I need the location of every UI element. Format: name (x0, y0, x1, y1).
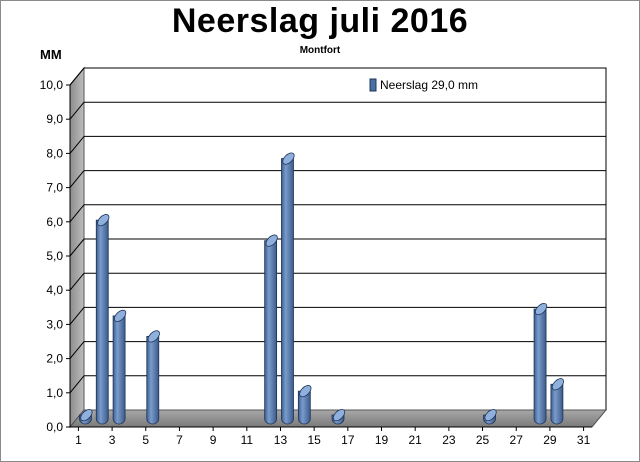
x-tick-label: 5 (142, 433, 149, 447)
x-tick-label: 13 (274, 433, 288, 447)
bar (264, 234, 278, 425)
bar-body (264, 240, 278, 425)
gridline-side (69, 272, 85, 291)
x-tick-labels: 1 3 5 7 9 11 13 15 17 19 21 23 25 27 29 31 (70, 426, 592, 447)
bar-top (282, 152, 295, 165)
y-tick-label: 6,0 (46, 215, 63, 229)
x-tick-label: 17 (341, 433, 355, 447)
x-tick-label: 1 (75, 433, 82, 447)
bar (95, 214, 110, 425)
bar-top (265, 234, 278, 247)
bar-top (534, 302, 548, 316)
bar (550, 378, 565, 425)
gridline-side (69, 375, 85, 394)
legend-swatch (369, 78, 377, 92)
bar (79, 408, 93, 425)
x-tick-label: 7 (176, 433, 183, 447)
legend: Neerslag 29,0 mm (369, 78, 478, 92)
y-tick-label: 10,0 (40, 78, 64, 92)
x-tick-label: 31 (577, 433, 591, 447)
y-tick-label: 7,0 (46, 181, 63, 195)
bars (79, 152, 565, 425)
y-tick-label: 4,0 (46, 283, 63, 297)
y-axis-label: MM (40, 47, 62, 62)
bar-top (147, 330, 160, 343)
x-tick-label: 11 (241, 433, 254, 447)
bar-top (113, 309, 127, 323)
x-tick-label: 29 (543, 433, 557, 447)
x-tick-label: 19 (375, 433, 389, 447)
y-tick-label: 8,0 (46, 146, 63, 160)
y-tick-labels: 0,0 1,0 2,0 3,0 4,0 5,0 6,0 7,0 8,0 9,0 10,0 (40, 78, 71, 434)
gridline-side (69, 136, 85, 154)
y-tick-label: 9,0 (46, 112, 63, 126)
bar (281, 152, 295, 425)
bar-body (95, 219, 109, 425)
gridlines (69, 67, 606, 394)
x-tick-label: 15 (307, 433, 321, 447)
x-tick-label: 25 (476, 433, 490, 447)
x-tick-label: 27 (510, 433, 524, 447)
bar-body (146, 336, 160, 425)
x-tick-label: 23 (442, 433, 456, 447)
y-tick-label: 1,0 (46, 386, 63, 400)
bar-top (332, 408, 346, 422)
gridline-side (69, 204, 85, 223)
bar-top (551, 378, 565, 391)
bar-body (550, 383, 564, 425)
legend-label: Neerslag 29,0 mm (380, 78, 478, 92)
bar (297, 385, 312, 425)
gridline-side (69, 67, 85, 86)
x-tick-label: 3 (109, 433, 116, 447)
bar (146, 330, 160, 425)
y-tick-label: 3,0 (46, 317, 63, 331)
y-tick-label: 0,0 (46, 420, 63, 434)
bar-body (297, 390, 311, 425)
y-tick-label: 5,0 (46, 249, 63, 263)
x-tick-label: 21 (409, 433, 423, 447)
bar-body (533, 308, 547, 425)
bar (331, 408, 346, 425)
bar-top (80, 408, 93, 422)
gridline-side (69, 101, 85, 120)
x-tick-label: 9 (210, 433, 217, 447)
bar-body (112, 315, 126, 425)
bar-top (97, 214, 110, 227)
bar (112, 309, 127, 425)
bar (533, 302, 548, 425)
gridline-side (69, 307, 85, 325)
bar (483, 408, 497, 425)
gridline-side (69, 170, 85, 188)
y-tick-label: 2,0 (46, 352, 63, 366)
chart-title: Neerslag juli 2016 (171, 2, 469, 40)
bar-body (281, 158, 294, 425)
bar-top (484, 408, 497, 422)
bar-top (299, 385, 312, 398)
gridline-side (69, 238, 85, 257)
gridline-side (69, 341, 85, 359)
chart-subtitle: Montfort (299, 45, 341, 56)
